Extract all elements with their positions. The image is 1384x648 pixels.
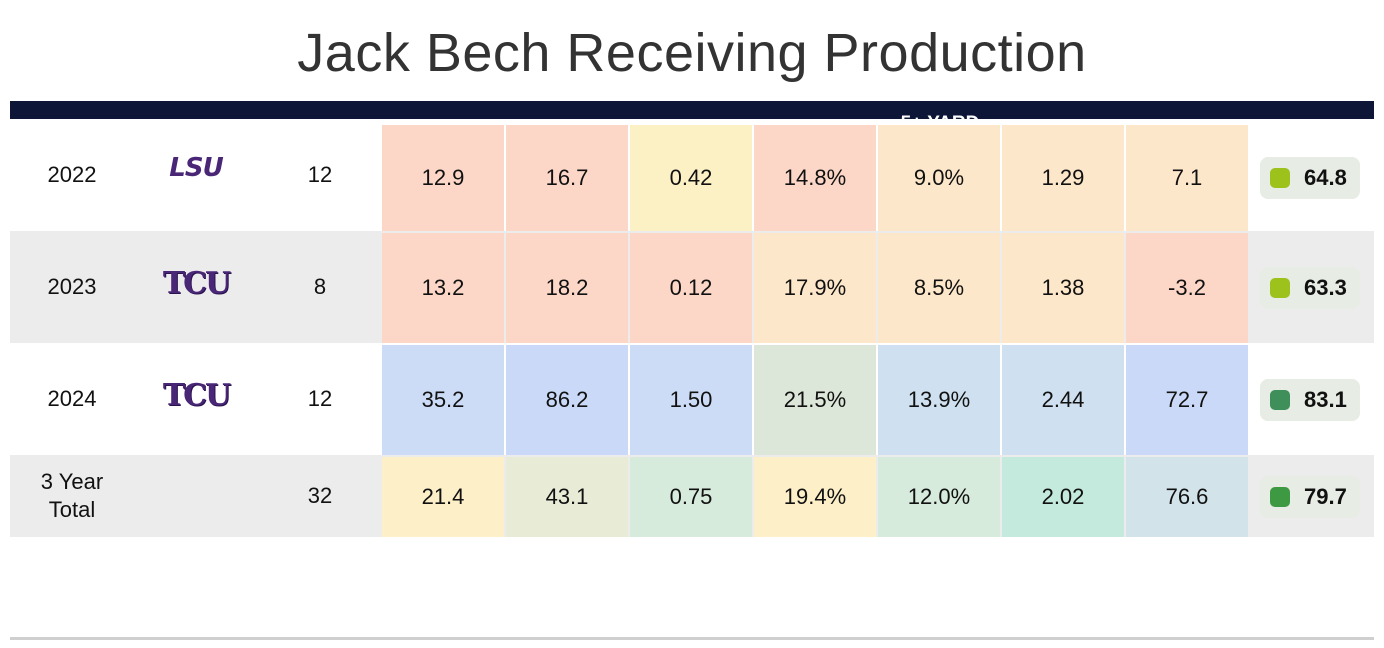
- receiving-yards-per-game-cell: 43.1: [506, 457, 628, 537]
- season-text: 2024: [47, 386, 97, 411]
- team-logo: TCU: [134, 343, 258, 455]
- reception-per-route-cell: 12.0%: [878, 457, 1000, 537]
- lsu-logo: LSU: [169, 153, 223, 183]
- grade-value: 64.8: [1304, 165, 1347, 190]
- season-cell: 3 Year Total: [10, 455, 134, 537]
- receiving-yards-per-game-cell: 86.2: [506, 345, 628, 455]
- target-rate-cell: 14.8%: [754, 125, 876, 231]
- avoided-tackles-per-game-cell: 0.75: [630, 457, 752, 537]
- yprr-cell: 1.29: [1002, 125, 1124, 231]
- season-text: 3 Year: [40, 469, 104, 494]
- epa-cell: -3.2: [1126, 233, 1248, 343]
- receiving-yards-per-game-cell: 18.2: [506, 233, 628, 343]
- yprr-cell: 1.38: [1002, 233, 1124, 343]
- routes-per-game-cell: 21.4: [382, 457, 504, 537]
- season-cell: 2022: [10, 119, 134, 231]
- games-cell: 32: [307, 483, 333, 508]
- target-rate-cell: 19.4%: [754, 457, 876, 537]
- yprr-cell: 2.44: [1002, 345, 1124, 455]
- team-logo: [134, 455, 258, 537]
- pff-grade-badge: 83.1: [1260, 379, 1360, 421]
- pff-grade-badge: 63.3: [1260, 267, 1360, 309]
- target-rate-cell: 21.5%: [754, 345, 876, 455]
- page-title: Jack Bech Receiving Production: [297, 23, 1087, 83]
- games-cell: 12: [307, 386, 333, 411]
- table-row: 2023 TCU 8 13.2 18.2 0.12 17.9% 8.5% 1.38 -3.2 63.…: [10, 231, 1374, 343]
- avoided-tackles-per-game-cell: 0.12: [630, 233, 752, 343]
- pff-grade-badge: 79.7: [1260, 476, 1360, 518]
- grade-indicator: [1270, 390, 1290, 410]
- tcu-logo: TCU: [162, 265, 231, 301]
- stats-table: SEASONTEAMGAMESROUTESPER GAMERECEIVINGYA…: [10, 101, 1374, 537]
- season-text: 2023: [47, 274, 97, 299]
- grade-indicator: [1270, 278, 1290, 298]
- routes-per-game-cell: 13.2: [382, 233, 504, 343]
- epa-cell: 72.7: [1126, 345, 1248, 455]
- games-cell: 12: [307, 162, 333, 187]
- grade-indicator: [1270, 487, 1290, 507]
- season-text: Total: [48, 497, 96, 522]
- target-rate-cell: 17.9%: [754, 233, 876, 343]
- grade-value: 79.7: [1304, 484, 1347, 509]
- grade-value: 83.1: [1304, 387, 1347, 412]
- table-row: 2022 LSU 12 12.9 16.7 0.42 14.8% 9.0% 1.29 7.1 64.…: [10, 119, 1374, 231]
- routes-per-game-cell: 12.9: [382, 125, 504, 231]
- epa-cell: 7.1: [1126, 125, 1248, 231]
- table-bottom-rule: [10, 637, 1374, 640]
- avoided-tackles-per-game-cell: 1.50: [630, 345, 752, 455]
- yprr-cell: 2.02: [1002, 457, 1124, 537]
- season-cell: 2023: [10, 231, 134, 343]
- grade-indicator: [1270, 168, 1290, 188]
- pff-grade-badge: 64.8: [1260, 157, 1360, 199]
- routes-per-game-cell: 35.2: [382, 345, 504, 455]
- avoided-tackles-per-game-cell: 0.42: [630, 125, 752, 231]
- reception-per-route-cell: 13.9%: [878, 345, 1000, 455]
- grade-value: 63.3: [1304, 275, 1347, 300]
- receiving-yards-per-game-cell: 16.7: [506, 125, 628, 231]
- team-logo: LSU: [134, 119, 258, 231]
- games-cell: 8: [313, 274, 327, 299]
- epa-cell: 76.6: [1126, 457, 1248, 537]
- tcu-logo: TCU: [162, 377, 231, 413]
- reception-per-route-cell: 9.0%: [878, 125, 1000, 231]
- team-logo: TCU: [134, 231, 258, 343]
- season-text: 2022: [47, 162, 97, 187]
- season-cell: 2024: [10, 343, 134, 455]
- reception-per-route-cell: 8.5%: [878, 233, 1000, 343]
- table-row: 3 Year Total 32 21.4 43.1 0.75 19.4% 12.0% 2.02 7…: [10, 455, 1374, 537]
- table-row: 2024 TCU 12 35.2 86.2 1.50 21.5% 13.9% 2.44 72.7 8…: [10, 343, 1374, 455]
